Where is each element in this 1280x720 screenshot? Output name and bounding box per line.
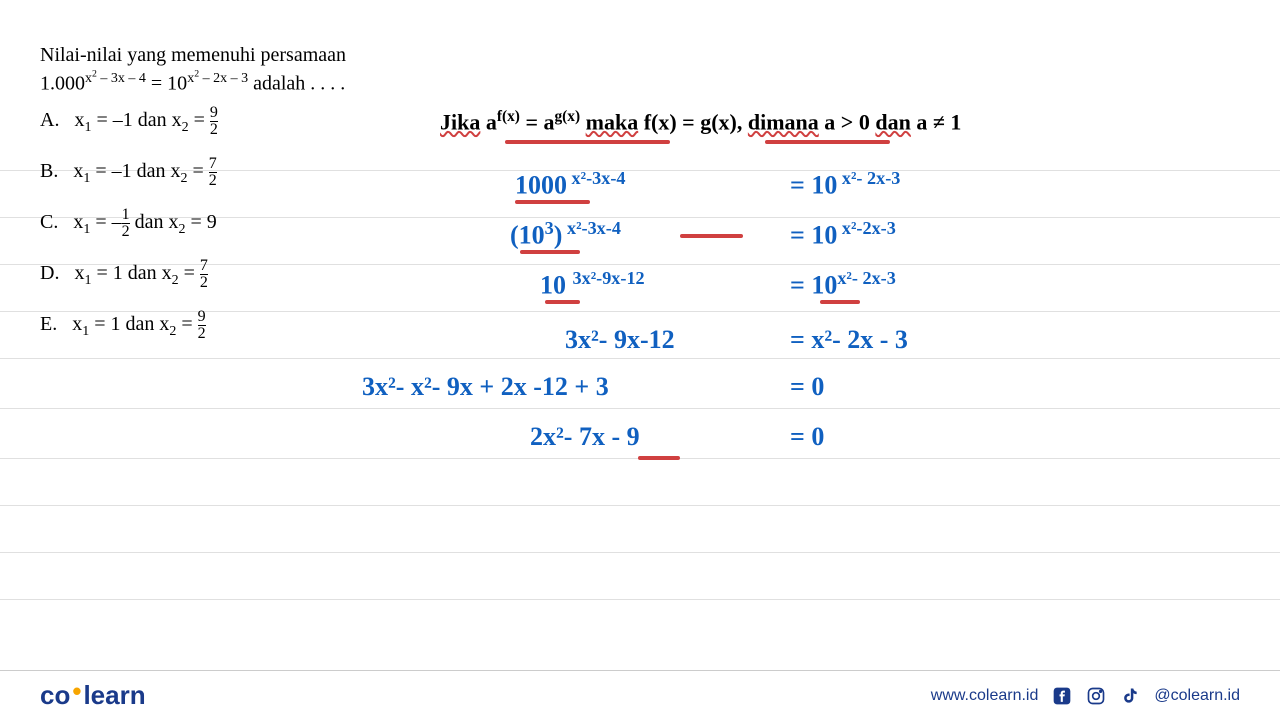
option-c: C. x1 = –12 dan x2 = 9 — [40, 207, 218, 240]
footer-url: www.colearn.id — [931, 687, 1039, 705]
red-underline — [765, 140, 890, 144]
hw-line1-left: 1000 x²-3x-4 — [515, 168, 626, 201]
hw-line2-right: = 10 x²-2x-3 — [790, 218, 896, 251]
footer-right: www.colearn.id @colearn.id — [931, 686, 1240, 706]
red-underline — [638, 456, 680, 460]
option-a: A. x1 = –1 dan x2 = 92 — [40, 105, 218, 138]
red-underline — [505, 140, 670, 144]
hw-line5-right: = 0 — [790, 372, 824, 402]
hw-line1-right: = 10 x²- 2x-3 — [790, 168, 900, 201]
option-b: B. x1 = –1 dan x2 = 72 — [40, 156, 218, 189]
footer-handle: @colearn.id — [1154, 687, 1240, 705]
logo: co•learn — [40, 680, 146, 711]
tiktok-icon — [1120, 686, 1140, 706]
hw-line4-right: = x²- 2x - 3 — [790, 325, 908, 355]
hw-line5-left: 3x²- x²- 9x + 2x -12 + 3 — [362, 372, 609, 402]
rule-text: Jika af(x) = ag(x) maka f(x) = g(x), dim… — [440, 108, 961, 135]
hw-line2-left: (103) x²-3x-4 — [510, 218, 621, 251]
hw-line3-right: = 10x²- 2x-3 — [790, 268, 896, 301]
hw-line6-left: 2x²- 7x - 9 — [530, 422, 640, 452]
question-line2: 1.000x2 – 3x – 4 = 10x2 – 2x – 3 adalah … — [40, 68, 345, 95]
logo-co: co — [40, 680, 70, 710]
option-e: E. x1 = 1 dan x2 = 92 — [40, 309, 218, 342]
question-line1: Nilai-nilai yang memenuhi persamaan — [40, 40, 346, 70]
instagram-icon — [1086, 686, 1106, 706]
footer: co•learn www.colearn.id @colearn.id — [0, 670, 1280, 720]
red-underline — [680, 234, 743, 238]
hw-line6-right: = 0 — [790, 422, 824, 452]
options: A. x1 = –1 dan x2 = 92 B. x1 = –1 dan x2… — [40, 105, 218, 360]
logo-learn: learn — [83, 680, 145, 710]
hw-line4-left: 3x²- 9x-12 — [565, 325, 675, 355]
logo-dot: • — [72, 676, 81, 706]
option-d: D. x1 = 1 dan x2 = 72 — [40, 258, 218, 291]
hw-line3-left: 10 3x²-9x-12 — [540, 268, 645, 301]
facebook-icon — [1052, 686, 1072, 706]
